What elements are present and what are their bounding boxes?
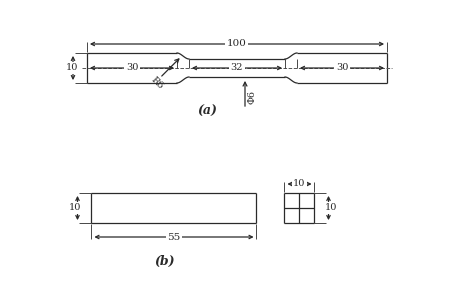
Text: 10: 10 xyxy=(293,179,306,189)
Text: 10: 10 xyxy=(66,63,78,72)
Text: 55: 55 xyxy=(167,232,181,241)
Text: (a): (a) xyxy=(197,105,217,117)
Text: 30: 30 xyxy=(126,63,138,72)
Text: R6: R6 xyxy=(149,75,165,91)
Text: 30: 30 xyxy=(336,63,348,72)
Text: 100: 100 xyxy=(227,40,247,49)
Text: (b): (b) xyxy=(154,254,174,268)
Text: Φ6: Φ6 xyxy=(248,91,257,105)
Text: 32: 32 xyxy=(231,63,243,72)
Text: 10: 10 xyxy=(325,204,337,212)
Text: 10: 10 xyxy=(69,204,82,212)
